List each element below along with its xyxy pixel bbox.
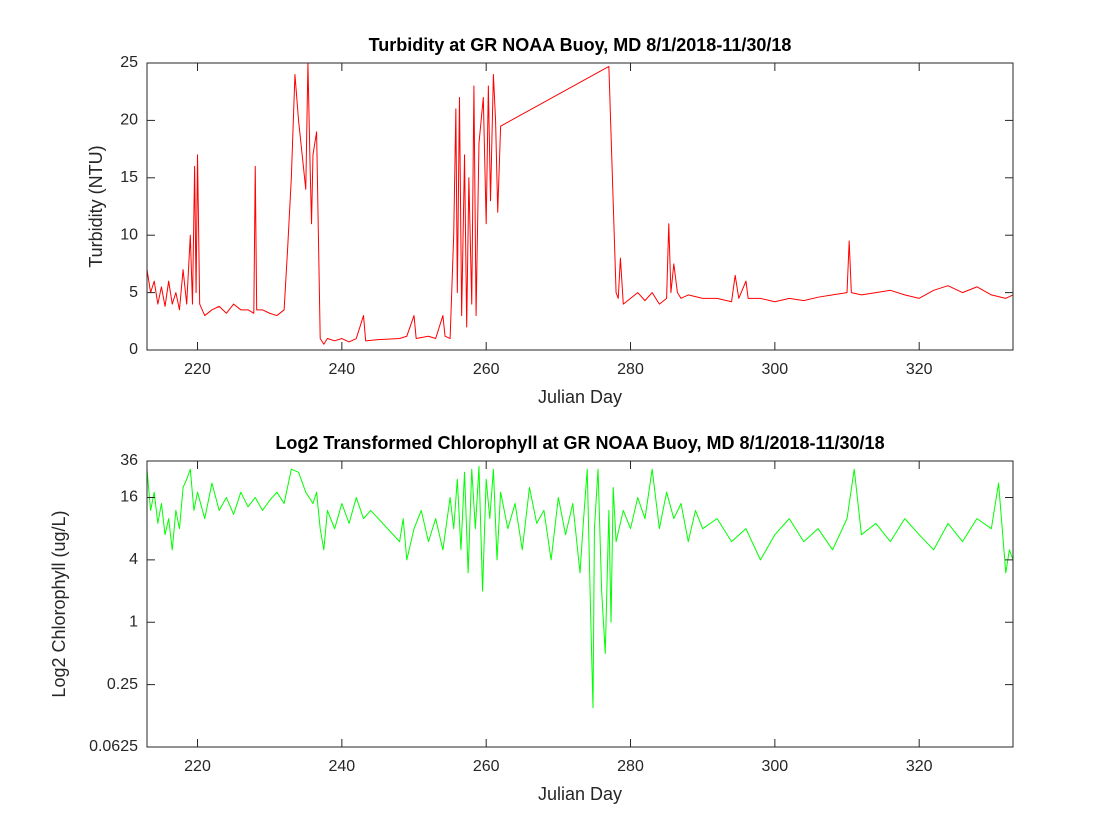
- x-tick-label: 320: [906, 361, 933, 378]
- x-tick-label: 320: [906, 758, 933, 775]
- y-tick-label: 0.0625: [89, 738, 138, 755]
- y-tick-label: 5: [129, 284, 138, 301]
- y-axis-label: Turbidity (NTU): [86, 145, 106, 267]
- plot-area: [147, 461, 1013, 747]
- x-tick-label: 300: [761, 361, 788, 378]
- y-tick-label: 10: [120, 226, 138, 243]
- y-tick-label: 0.25: [107, 676, 138, 693]
- y-tick-label: 20: [120, 112, 138, 129]
- chart-title: Turbidity at GR NOAA Buoy, MD 8/1/2018-1…: [369, 35, 792, 55]
- y-tick-label: 1: [129, 613, 138, 630]
- axes-box: [146, 460, 1014, 748]
- data-line: [146, 465, 1014, 709]
- chart-title: Log2 Transformed Chlorophyll at GR NOAA …: [275, 433, 884, 453]
- data-line: [146, 62, 1014, 345]
- y-tick-label: 16: [120, 489, 138, 506]
- y-tick-label: 4: [129, 551, 138, 568]
- x-tick-label: 240: [328, 361, 355, 378]
- x-tick-label: 220: [184, 361, 211, 378]
- x-tick-label: 280: [617, 758, 644, 775]
- plot-area: [147, 63, 1013, 350]
- y-tick-label: 36: [120, 452, 138, 469]
- axes-box: [146, 62, 1014, 351]
- y-tick-label: 0: [129, 341, 138, 358]
- x-tick-label: 220: [184, 758, 211, 775]
- y-axis-label: Log2 Chlorophyll (ug/L): [49, 510, 69, 697]
- y-tick-label: 15: [120, 169, 138, 186]
- y-tick-label: 25: [120, 54, 138, 71]
- x-tick-label: 260: [473, 758, 500, 775]
- x-tick-label: 300: [761, 758, 788, 775]
- x-tick-label: 260: [473, 361, 500, 378]
- x-tick-label: 240: [328, 758, 355, 775]
- x-axis-label: Julian Day: [538, 387, 622, 407]
- x-tick-label: 280: [617, 361, 644, 378]
- x-axis-label: Julian Day: [538, 784, 622, 804]
